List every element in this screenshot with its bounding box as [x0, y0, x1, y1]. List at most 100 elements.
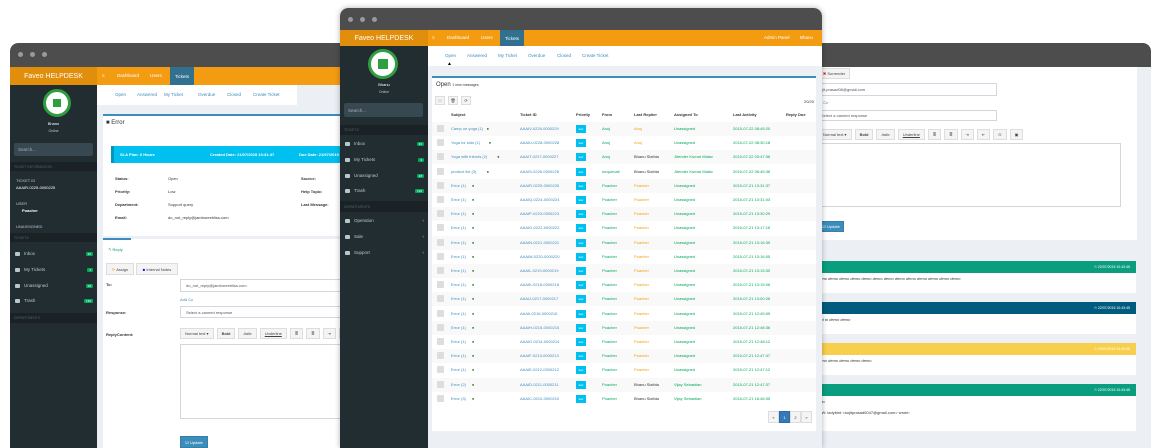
tab-answered[interactable]: Answered: [467, 53, 488, 58]
brand-logo[interactable]: Faveo HELPDESK: [340, 30, 428, 46]
table-row[interactable]: Error (1) ● AAAII-0216-0000216 low Poacher Po…: [432, 307, 816, 321]
department-operation[interactable]: Operation ‹: [345, 218, 424, 223]
table-row[interactable]: Error (1) ● AAAIL-0219-0000219 low Poacher Po…: [432, 264, 816, 278]
subject-link[interactable]: Error (1): [451, 353, 466, 359]
row-checkbox[interactable]: [437, 352, 444, 360]
row-checkbox[interactable]: [437, 267, 444, 274]
underline-button[interactable]: Underline: [897, 129, 925, 140]
ticket-id-link[interactable]: AAAII-0216-0000216: [520, 310, 558, 316]
search-input[interactable]: Search...: [344, 103, 423, 117]
tab-closed[interactable]: Closed: [557, 53, 572, 58]
format-dropdown[interactable]: Normal text ▾: [818, 129, 852, 140]
subject-link[interactable]: Error (3): [451, 395, 466, 401]
reply-tab[interactable]: ↰ Reply: [108, 247, 123, 252]
row-checkbox[interactable]: [437, 153, 444, 161]
table-row[interactable]: Yoga with friends (2) ● AAAIT-0227-0000227…: [432, 150, 816, 165]
to-input[interactable]: sujit.prasad08@gmail.com: [815, 83, 997, 96]
row-checkbox[interactable]: [437, 238, 444, 246]
italic-button[interactable]: Italic: [238, 328, 257, 339]
table-row[interactable]: Error (1) ● AAAIR-0225-0000225 low Poacher Po…: [432, 178, 816, 193]
row-checkbox[interactable]: [437, 167, 444, 175]
row-checkbox[interactable]: [437, 309, 444, 317]
table-row[interactable]: Error (1) ● AAAIK-0218-0000218 low Poacher Po…: [432, 278, 816, 292]
subject-link[interactable]: Error (1): [451, 367, 466, 373]
ticket-id-link[interactable]: AAAIL-0219-0000219: [520, 268, 559, 273]
tab-closed[interactable]: Closed: [227, 92, 242, 97]
table-row[interactable]: Error (3) ● AAAIC-0210-0000210 low Poacher Bh…: [432, 392, 816, 406]
internal-notes-button[interactable]: ■ Internal Notes: [136, 263, 178, 275]
ticket-id-link[interactable]: AAAIJ-0217-0000217: [520, 296, 559, 302]
menu-icon[interactable]: ≡: [102, 73, 105, 78]
ticket-id-link[interactable]: AAAIF-0213-0000213: [520, 353, 559, 359]
sidebar-item-my-tickets[interactable]: My Tickets 3: [15, 267, 93, 272]
ticket-id-link[interactable]: AAAIP-0223-0000223: [520, 211, 559, 217]
delete-button[interactable]: 🗑: [448, 96, 458, 105]
ticket-id-link[interactable]: AAAIN-0221-0000221: [520, 239, 560, 245]
subject-link[interactable]: Error (1): [451, 324, 466, 330]
ticket-id-link[interactable]: AAAIM-0220-0000220: [520, 253, 560, 259]
image-icon[interactable]: ▣: [1009, 129, 1024, 140]
table-row[interactable]: Error (1) ● AAAIQ-0224-0000224 low Poacher Po…: [432, 193, 816, 207]
ticket-id-link[interactable]: AAAIG-0214-0000214: [520, 339, 560, 344]
page-2[interactable]: 2: [790, 411, 801, 423]
tab-open[interactable]: Open: [115, 92, 127, 97]
refresh-button[interactable]: ⟳: [461, 96, 471, 105]
sidebar-item-unassigned[interactable]: Unassigned 28: [15, 283, 93, 288]
sidebar-item-unassigned[interactable]: Unassigned 28: [345, 173, 424, 178]
tab-overdue[interactable]: Overdue: [528, 53, 546, 58]
row-checkbox[interactable]: [437, 366, 444, 374]
update-button[interactable]: ☑ Update: [180, 436, 208, 448]
row-checkbox[interactable]: [437, 139, 444, 147]
row-checkbox[interactable]: [437, 181, 444, 189]
row-checkbox[interactable]: [437, 252, 444, 260]
nav-dashboard[interactable]: Dashboard: [447, 35, 470, 40]
table-row[interactable]: Yoga for kids (1) ● AAAIU-0228-0000228 low A…: [432, 136, 816, 150]
subject-link[interactable]: Error (1): [451, 268, 466, 273]
row-checkbox[interactable]: [437, 224, 444, 232]
nav-user-menu[interactable]: Bhanu: [800, 35, 814, 40]
search-input[interactable]: Search...: [14, 143, 93, 156]
row-checkbox[interactable]: [437, 338, 444, 345]
reply-textarea[interactable]: [815, 143, 1121, 207]
row-checkbox[interactable]: [437, 210, 444, 218]
row-checkbox[interactable]: [437, 196, 444, 203]
sidebar-item-inbox[interactable]: Inbox 36: [345, 141, 424, 146]
table-row[interactable]: Error (1) ● AAAIF-0213-0000213 low Poacher Po…: [432, 349, 816, 364]
number-list-icon[interactable]: ≣: [944, 129, 958, 140]
canned-response-select[interactable]: Select a canned response: [180, 306, 350, 318]
outdent-icon[interactable]: ⇤: [976, 129, 991, 140]
table-row[interactable]: Error (1) ● AAAIG-0214-0000214 low Poacher Po…: [432, 335, 816, 349]
subject-link[interactable]: product list (3): [451, 168, 477, 174]
column-header[interactable]: Reply Due: [786, 112, 806, 117]
nav-users[interactable]: Users: [481, 35, 493, 40]
ticket-id-link[interactable]: AAAIC-0210-0000210: [520, 395, 560, 401]
ticket-id-link[interactable]: AAAIK-0218-0000218: [520, 282, 559, 288]
table-row[interactable]: Error (1) ● AAAIO-0222-0000222 low Poacher Po…: [432, 221, 816, 235]
tab-my-ticket[interactable]: My Ticket: [164, 92, 184, 97]
table-row[interactable]: Error (1) ● AAAIN-0221-0000221 low Poacher Po…: [432, 235, 816, 250]
table-row[interactable]: Error (1) ● AAAIM-0220-0000220 low Poacher Po…: [432, 250, 816, 264]
brand-logo[interactable]: Faveo HELPDESK: [10, 67, 97, 85]
reply-textarea[interactable]: [180, 344, 350, 419]
format-dropdown[interactable]: Normal text ▾: [180, 328, 214, 339]
page-next[interactable]: »: [801, 411, 812, 423]
row-checkbox[interactable]: [437, 281, 444, 289]
table-row[interactable]: Error (1) ● AAAIJ-0217-0000217 low Poacher Po…: [432, 292, 816, 307]
row-checkbox[interactable]: [437, 394, 444, 402]
subject-link[interactable]: Error (1): [451, 211, 466, 217]
subject-link[interactable]: Error (1): [451, 296, 466, 302]
table-row[interactable]: Error (2) ● AAAID-0211-0000211 low Poacher Bh…: [432, 377, 816, 392]
sidebar-item-trash[interactable]: Trash 136: [15, 298, 93, 303]
page-1[interactable]: 1: [779, 411, 790, 423]
italic-button[interactable]: Italic: [876, 129, 895, 140]
sidebar-item-trash[interactable]: Trash 136: [345, 188, 424, 193]
tab-answered[interactable]: Answered: [137, 92, 158, 97]
tab-create-ticket[interactable]: Create Ticket: [253, 92, 280, 97]
nav-tickets[interactable]: Tickets: [170, 67, 194, 85]
sidebar-item-inbox[interactable]: Inbox 36: [15, 251, 93, 256]
row-checkbox[interactable]: [437, 323, 444, 331]
indent-icon[interactable]: ⇥: [960, 129, 974, 140]
bullet-list-icon[interactable]: ≣: [289, 328, 304, 339]
row-checkbox[interactable]: [437, 125, 444, 132]
tab-open[interactable]: Open: [445, 53, 457, 58]
